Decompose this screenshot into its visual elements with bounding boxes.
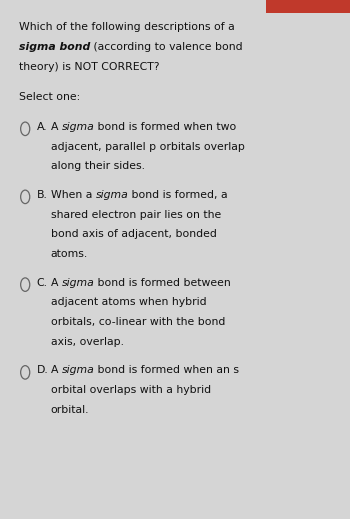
- Text: along their sides.: along their sides.: [51, 161, 145, 171]
- Text: sigma: sigma: [62, 278, 94, 288]
- Text: A: A: [51, 365, 62, 375]
- Text: axis, overlap.: axis, overlap.: [51, 337, 124, 347]
- Text: Select one:: Select one:: [19, 92, 80, 102]
- Text: C.: C.: [37, 278, 48, 288]
- Text: (according to valence bond: (according to valence bond: [91, 42, 243, 52]
- Text: bond is formed when two: bond is formed when two: [94, 122, 237, 132]
- Text: sigma: sigma: [96, 190, 128, 200]
- Text: orbitals, co-linear with the bond: orbitals, co-linear with the bond: [51, 317, 225, 327]
- Text: bond is formed, a: bond is formed, a: [128, 190, 228, 200]
- Text: shared electron pair lies on the: shared electron pair lies on the: [51, 210, 221, 220]
- Text: D.: D.: [37, 365, 49, 375]
- Text: adjacent atoms when hybrid: adjacent atoms when hybrid: [51, 297, 206, 307]
- Text: orbital overlaps with a hybrid: orbital overlaps with a hybrid: [51, 385, 211, 395]
- Text: When a: When a: [51, 190, 96, 200]
- Text: adjacent, parallel p orbitals overlap: adjacent, parallel p orbitals overlap: [51, 142, 245, 152]
- Text: atoms.: atoms.: [51, 249, 88, 259]
- Text: bond axis of adjacent, bonded: bond axis of adjacent, bonded: [51, 229, 217, 239]
- Text: A: A: [51, 278, 62, 288]
- Text: orbital.: orbital.: [51, 405, 89, 415]
- Text: sigma: sigma: [62, 122, 94, 132]
- Text: A: A: [51, 122, 62, 132]
- Text: B.: B.: [37, 190, 48, 200]
- Text: sigma: sigma: [62, 365, 94, 375]
- Text: sigma bond: sigma bond: [19, 42, 91, 52]
- FancyBboxPatch shape: [266, 0, 350, 13]
- Text: theory) is NOT CORRECT?: theory) is NOT CORRECT?: [19, 62, 160, 72]
- Text: bond is formed between: bond is formed between: [94, 278, 231, 288]
- Text: A.: A.: [37, 122, 47, 132]
- Text: bond is formed when an s: bond is formed when an s: [94, 365, 239, 375]
- Text: Which of the following descriptions of a: Which of the following descriptions of a: [19, 22, 235, 32]
